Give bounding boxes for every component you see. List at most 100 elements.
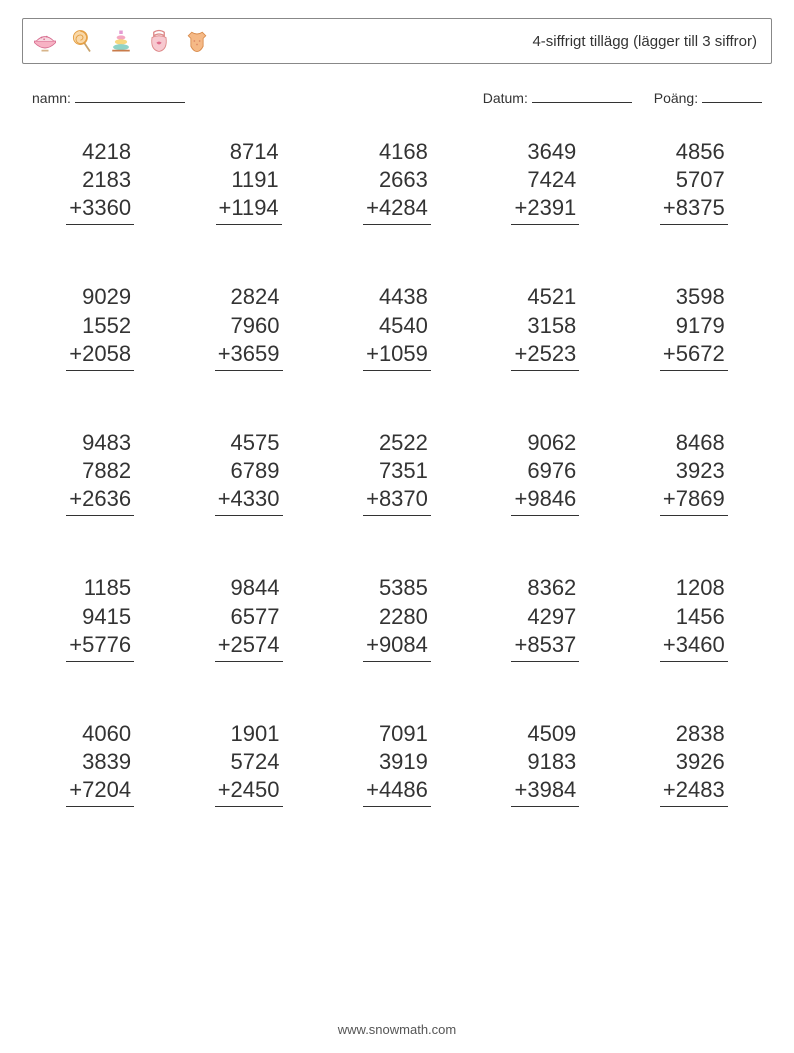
addend-3-row: +3360 (66, 194, 134, 225)
plus-sign: + (218, 777, 231, 802)
score-blank[interactable] (702, 88, 762, 103)
addend-1: 3598 (660, 283, 728, 311)
plus-sign: + (69, 777, 82, 802)
addend-3: 4486 (379, 777, 428, 802)
problem: 12081456+3460 (620, 574, 768, 661)
addend-3: 2058 (82, 341, 131, 366)
bib-icon (145, 27, 173, 55)
addend-1: 2824 (215, 283, 283, 311)
addend-3-row: +1059 (363, 340, 431, 371)
plus-sign: + (366, 341, 379, 366)
addend-2: 3158 (511, 312, 579, 340)
addend-3-row: +2450 (215, 776, 283, 807)
plus-sign: + (366, 777, 379, 802)
header-icons (31, 27, 211, 55)
addend-2: 9415 (66, 603, 134, 631)
addend-2: 7882 (66, 457, 134, 485)
addend-3-row: +1194 (216, 194, 282, 225)
addend-2: 3919 (363, 748, 431, 776)
addition-stack: 48565707+8375 (660, 138, 728, 225)
addend-3: 3360 (82, 195, 131, 220)
problem: 83624297+8537 (471, 574, 619, 661)
addend-3-row: +3659 (215, 340, 283, 371)
addend-2: 6976 (511, 457, 579, 485)
problem: 94837882+2636 (26, 429, 174, 516)
addend-2: 1191 (216, 166, 282, 194)
date-label: Datum: (483, 90, 528, 106)
problem: 84683923+7869 (620, 429, 768, 516)
addend-3-row: +2391 (511, 194, 579, 225)
addend-1: 9483 (66, 429, 134, 457)
addend-1: 8468 (660, 429, 728, 457)
problem: 40603839+7204 (26, 720, 174, 807)
problem: 44384540+1059 (323, 283, 471, 370)
plus-sign: + (663, 632, 676, 657)
addend-3: 1194 (231, 195, 278, 220)
addend-3-row: +9084 (363, 631, 431, 662)
problem: 90626976+9846 (471, 429, 619, 516)
worksheet-page: 4-siffrigt tillägg (lägger till 3 siffro… (0, 0, 794, 1053)
addend-3-row: +7204 (66, 776, 134, 807)
name-label: namn: (32, 90, 71, 106)
addend-1: 8714 (216, 138, 282, 166)
addend-1: 1901 (215, 720, 283, 748)
addend-3: 2523 (527, 341, 576, 366)
header-box: 4-siffrigt tillägg (lägger till 3 siffro… (22, 18, 772, 64)
addend-1: 1185 (66, 574, 134, 602)
addend-3: 7869 (676, 486, 725, 511)
footer-url: www.snowmath.com (0, 1022, 794, 1037)
addend-2: 9183 (511, 748, 579, 776)
date-blank[interactable] (532, 88, 632, 103)
addend-1: 2522 (363, 429, 431, 457)
addend-3-row: +8370 (363, 485, 431, 516)
addend-2: 1552 (66, 312, 134, 340)
name-blank[interactable] (75, 88, 185, 103)
addend-3: 8537 (527, 632, 576, 657)
addend-3: 2450 (231, 777, 280, 802)
addend-1: 1208 (660, 574, 728, 602)
addend-2: 4540 (363, 312, 431, 340)
addend-3-row: +4284 (363, 194, 431, 225)
addend-3-row: +2523 (511, 340, 579, 371)
addend-1: 4218 (66, 138, 134, 166)
addend-1: 4509 (511, 720, 579, 748)
worksheet-title: 4-siffrigt tillägg (lägger till 3 siffro… (532, 33, 757, 50)
addend-3: 2636 (82, 486, 131, 511)
plus-sign: + (663, 486, 676, 511)
problem: 28247960+3659 (174, 283, 322, 370)
addend-3: 7204 (82, 777, 131, 802)
addition-stack: 83624297+8537 (511, 574, 579, 661)
addend-3-row: +4486 (363, 776, 431, 807)
addition-stack: 84683923+7869 (660, 429, 728, 516)
addend-3-row: +8537 (511, 631, 579, 662)
addend-2: 1456 (660, 603, 728, 631)
addend-2: 6789 (215, 457, 283, 485)
addend-3-row: +3984 (511, 776, 579, 807)
addend-1: 4060 (66, 720, 134, 748)
plus-sign: + (514, 632, 527, 657)
addend-2: 5707 (660, 166, 728, 194)
addend-3-row: +7869 (660, 485, 728, 516)
problem: 98446577+2574 (174, 574, 322, 661)
addend-2: 4297 (511, 603, 579, 631)
addition-stack: 11859415+5776 (66, 574, 134, 661)
addend-3: 9084 (379, 632, 428, 657)
addend-3-row: +8375 (660, 194, 728, 225)
addition-stack: 45756789+4330 (215, 429, 283, 516)
plus-sign: + (514, 341, 527, 366)
ring-stack-icon (107, 27, 135, 55)
addend-3-row: +2574 (215, 631, 283, 662)
addition-stack: 25227351+8370 (363, 429, 431, 516)
addend-2: 7351 (363, 457, 431, 485)
problem: 45756789+4330 (174, 429, 322, 516)
addend-3-row: +5776 (66, 631, 134, 662)
problem: 87141191+1194 (174, 138, 322, 225)
addend-3: 4330 (231, 486, 280, 511)
addition-stack: 12081456+3460 (660, 574, 728, 661)
addend-2: 2280 (363, 603, 431, 631)
addend-2: 3926 (660, 748, 728, 776)
addend-1: 4575 (215, 429, 283, 457)
problem: 48565707+8375 (620, 138, 768, 225)
addend-2: 7424 (511, 166, 579, 194)
addend-3-row: +2636 (66, 485, 134, 516)
